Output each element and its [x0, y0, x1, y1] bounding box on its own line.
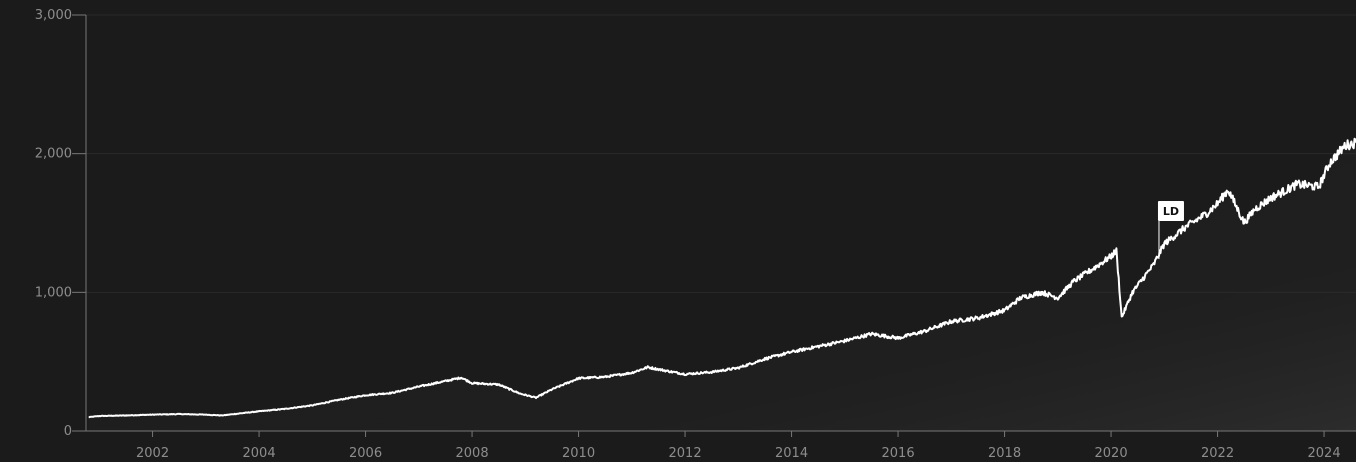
x-tick-label: 2004 [243, 446, 276, 461]
x-tick-label: 2002 [136, 446, 169, 461]
y-tick-label: 3,000 [35, 8, 72, 23]
series-area [88, 138, 1356, 431]
annotations: LD [1157, 201, 1184, 260]
y-tick-label: 2,000 [35, 147, 72, 162]
area-fill [88, 138, 1356, 431]
x-tick-label: 2010 [562, 446, 595, 461]
tick-labels: 0 1,000 2,000 3,000 2002 2004 2006 2008 2010 2012… [35, 8, 1341, 461]
y-tick-label: 0 [64, 424, 72, 439]
x-tick-label: 2008 [456, 446, 489, 461]
annotation-flag[interactable] [1157, 201, 1184, 222]
x-tick-label: 2012 [669, 446, 702, 461]
x-tick-label: 2020 [1095, 446, 1128, 461]
x-tick-label: 2024 [1308, 446, 1341, 461]
x-tick-label: 2006 [349, 446, 382, 461]
x-tick-label: 2018 [988, 446, 1021, 461]
x-tick-label: 2014 [775, 446, 808, 461]
axes [72, 14, 1356, 437]
annotation-label: LD [1163, 205, 1179, 218]
y-tick-label: 1,000 [35, 285, 72, 300]
series-line [88, 137, 1356, 419]
x-tick-label: 2022 [1201, 446, 1234, 461]
series-group [88, 137, 1356, 419]
x-tick-label: 2016 [882, 446, 915, 461]
